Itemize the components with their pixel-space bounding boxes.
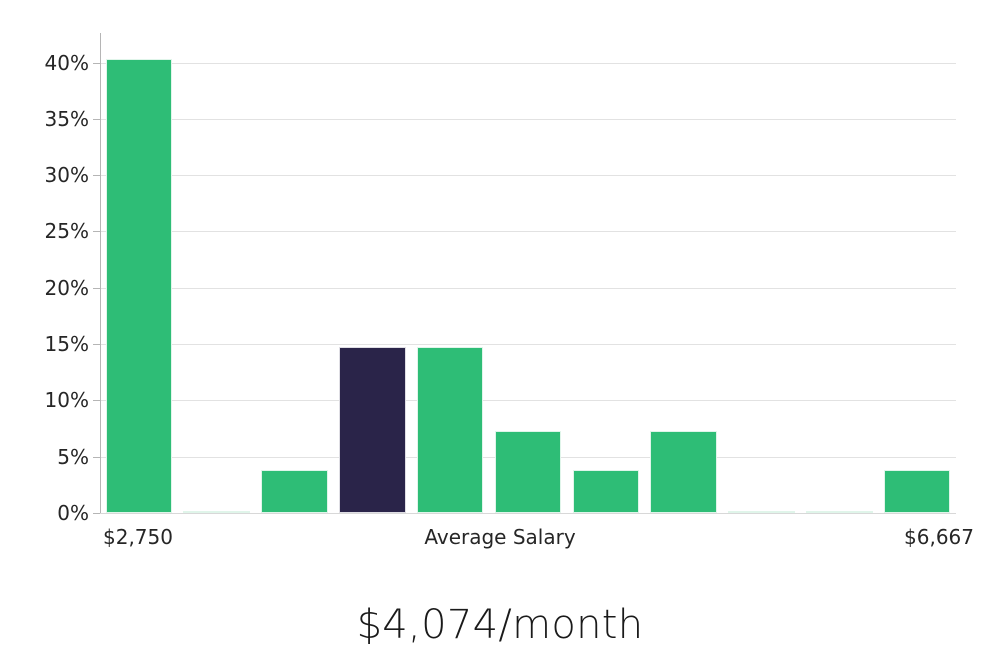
y-axis-tick-label: 10% — [44, 388, 89, 413]
y-axis-tick-label: 0% — [57, 501, 89, 525]
gridline — [100, 400, 956, 402]
bar[interactable] — [806, 510, 873, 513]
bar[interactable] — [883, 470, 951, 513]
x-axis-label-min: $2,750 — [103, 525, 173, 549]
gridline — [100, 287, 956, 289]
y-axis-tick-label: 15% — [44, 332, 89, 357]
x-axis-spine — [100, 513, 956, 514]
bar[interactable] — [650, 430, 717, 513]
y-axis-tick-mark — [93, 456, 100, 458]
y-axis-tick-mark — [93, 118, 100, 120]
y-axis-tick-mark — [93, 513, 100, 514]
gridline — [100, 231, 956, 233]
bar[interactable] — [105, 59, 173, 513]
bar[interactable] — [183, 510, 250, 513]
gridline — [100, 344, 956, 346]
y-axis-tick-label: 25% — [44, 219, 89, 244]
y-axis-tick-label: 40% — [44, 50, 89, 75]
x-axis-title: Average Salary — [424, 525, 576, 549]
y-axis-tick-mark — [93, 62, 100, 64]
chart-caption: $4,074/month — [356, 602, 644, 648]
y-axis-tick-label: 30% — [44, 163, 89, 188]
y-axis-tick-mark — [93, 400, 100, 402]
bar[interactable] — [261, 470, 328, 513]
x-axis-label-max: $6,667 — [904, 525, 974, 549]
gridline — [100, 118, 956, 120]
y-axis-tick-mark — [93, 344, 100, 346]
plot-area: 0% 5% 10% 15% 20% 25% 30% 35% 40% — [45, 40, 956, 523]
y-axis-tick-mark — [93, 175, 100, 177]
y-axis-tick-label: 20% — [44, 275, 89, 300]
gridline — [100, 175, 956, 177]
y-axis-tick-mark — [93, 287, 100, 289]
y-axis-spine — [100, 33, 101, 514]
bar[interactable] — [572, 470, 640, 513]
gridline — [100, 62, 956, 64]
y-axis-tick-mark — [93, 231, 100, 233]
bar-highlighted[interactable] — [339, 347, 406, 513]
bar[interactable] — [494, 430, 562, 513]
bar[interactable] — [728, 510, 795, 513]
y-axis-tick-label: 5% — [57, 444, 89, 469]
bar[interactable] — [416, 347, 484, 513]
y-axis-tick-label: 35% — [44, 106, 89, 131]
